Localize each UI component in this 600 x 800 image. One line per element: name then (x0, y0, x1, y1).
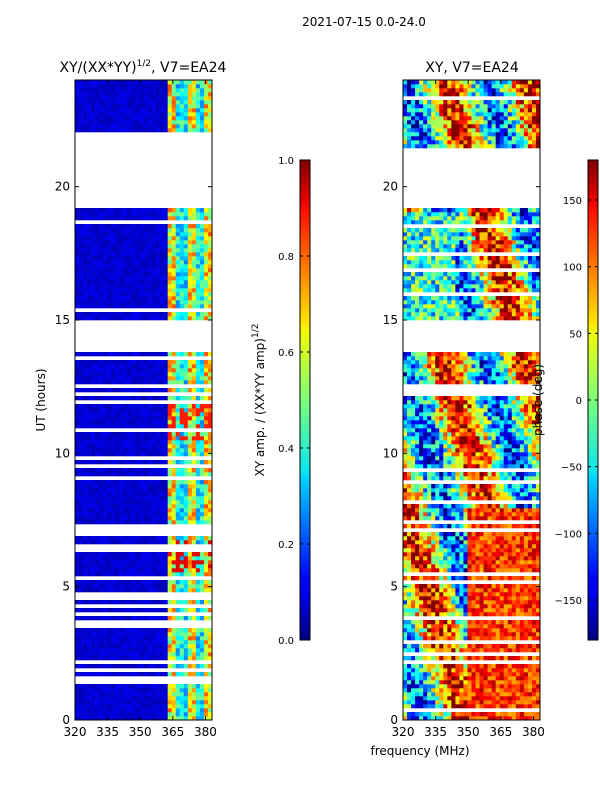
phase-x-axis: 320 335 350 365 380 (392, 80, 545, 739)
x-tick-label: 365 (489, 725, 512, 739)
colorbar-tick-label: 1.0 (278, 156, 294, 167)
x-tick-label: 380 (194, 725, 217, 739)
y-tick-label: 5 (390, 580, 398, 594)
y-tick-label: 15 (55, 313, 70, 327)
colorbar-tick-label: −150 (555, 596, 582, 607)
colorbar-tick-label: 0.6 (278, 348, 294, 359)
colorbar-tick-label: −50 (561, 463, 582, 474)
phase-heatmap (403, 80, 541, 721)
amplitude-colorbar-label: XY amp. / (XX*YY amp)1/2 (251, 324, 267, 477)
amplitude-y-axis: 0 5 10 15 20 (55, 180, 212, 727)
y-tick-label: 20 (383, 180, 398, 194)
phase-axes-frame (402, 79, 541, 721)
colorbar-tick-label: 100 (563, 263, 582, 274)
colorbar-tick-label: 0.4 (278, 444, 294, 455)
amplitude-colorbar-ticks: 0.0 0.2 0.4 0.6 0.8 1.0 (278, 156, 310, 647)
colorbar-tick-label: 0 (576, 396, 582, 407)
amplitude-panel: XY/(XX*YY)1/2, V7=EA24 320 335 350 365 380 0… (34, 59, 227, 739)
figure-suptitle: 2021-07-15 0.0-24.0 (302, 15, 426, 29)
amplitude-axes-frame (74, 79, 213, 721)
y-tick-label: 0 (390, 713, 398, 727)
colorbar-tick-label: 0.8 (278, 252, 294, 263)
x-tick-label: 350 (129, 725, 152, 739)
colorbar-tick-label: 0.0 (278, 636, 294, 647)
phase-colorbar: −150 −100 −50 0 50 100 150 phase (deg) (531, 159, 599, 641)
y-tick-label: 10 (383, 446, 398, 460)
amplitude-heatmap (75, 80, 213, 721)
x-tick-label: 365 (161, 725, 184, 739)
x-tick-label: 380 (522, 725, 545, 739)
x-tick-label: 335 (96, 725, 119, 739)
colorbar-tick-label: 50 (569, 329, 582, 340)
y-tick-label: 20 (55, 180, 70, 194)
x-tick-label: 320 (64, 725, 87, 739)
colorbar-tick-label: 0.2 (278, 540, 294, 551)
phase-panel: XY, V7=EA24 320 335 350 365 380 0 5 10 15 20 (383, 60, 545, 739)
x-axis-label: frequency (MHz) (370, 744, 469, 758)
amplitude-x-axis: 320 335 350 365 380 (64, 80, 217, 739)
y-tick-label: 0 (62, 713, 70, 727)
x-tick-label: 350 (457, 725, 480, 739)
colorbar-tick-label: −100 (555, 529, 582, 540)
phase-panel-title: XY, V7=EA24 (425, 60, 519, 76)
amplitude-y-axis-label: UT (hours) (34, 368, 48, 431)
amplitude-panel-title: XY/(XX*YY)1/2, V7=EA24 (60, 59, 227, 76)
colorbar-tick-label: 150 (563, 196, 582, 207)
phase-colorbar-ticks: −150 −100 −50 0 50 100 150 (555, 196, 598, 607)
y-tick-label: 10 (55, 446, 70, 460)
amplitude-colorbar-gradient (299, 159, 311, 641)
x-tick-label: 320 (392, 725, 415, 739)
phase-colorbar-label: phase (deg) (531, 364, 545, 436)
phase-y-axis: 0 5 10 15 20 (383, 180, 540, 727)
y-tick-label: 5 (62, 580, 70, 594)
x-tick-label: 335 (424, 725, 447, 739)
amplitude-colorbar: 0.0 0.2 0.4 0.6 0.8 1.0 XY amp. / (XX*YY amp)… (251, 156, 311, 647)
y-tick-label: 15 (383, 313, 398, 327)
